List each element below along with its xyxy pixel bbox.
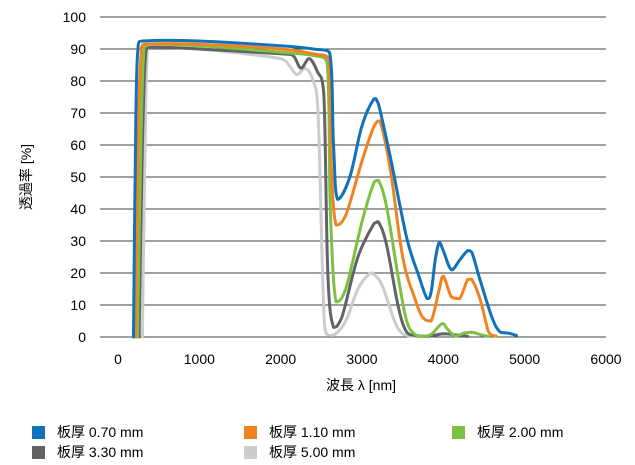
x-tick-label: 2000 [265,351,296,367]
y-tick-label: 40 [70,201,86,217]
y-tick-label: 10 [70,297,86,313]
y-axis-ticks: 0 10 20 30 40 50 60 70 80 90 100 [63,9,87,345]
legend-item: 板厚 5.00 mm [244,443,355,461]
legend-swatch [452,425,465,439]
x-tick-label: 3000 [346,351,377,367]
x-axis-ticks: 0 1000 2000 3000 4000 5000 6000 [114,351,622,367]
legend-swatch [32,445,45,459]
legend-label: 板厚 2.00 mm [477,424,564,440]
legend-item: 板厚 2.00 mm [452,423,563,441]
x-tick-label: 6000 [590,351,621,367]
y-tick-label: 30 [70,233,86,249]
y-tick-label: 60 [70,137,86,153]
x-tick-label: 0 [114,351,122,367]
series-line-4 [137,45,470,339]
legend-item: 板厚 1.10 mm [244,423,355,441]
legend-label: 板厚 5.00 mm [269,444,356,460]
x-tick-label: 1000 [184,351,215,367]
series-line-3 [136,42,490,339]
transmittance-chart: 0 10 20 30 40 50 60 70 80 90 100 0 1000 2000 3000 4000… [18,9,622,393]
legend: 板厚 0.70 mm 板厚 1.10 mm 板厚 2.00 mm 板厚 3.30 mm… [32,423,632,463]
x-tick-label: 5000 [509,351,540,367]
y-tick-label: 70 [70,105,86,121]
y-tick-label: 50 [70,169,86,185]
legend-label: 板厚 0.70 mm [57,424,144,440]
y-tick-label: 90 [70,41,86,57]
y-tick-label: 80 [70,73,86,89]
legend-swatch [32,425,45,439]
series-line-2 [134,42,498,339]
grid-lines [100,16,606,338]
legend-swatch [244,445,257,459]
legend-label: 板厚 3.30 mm [57,444,144,460]
legend-item: 板厚 3.30 mm [32,443,143,461]
x-tick-label: 4000 [428,351,459,367]
series-line-1 [132,38,518,339]
y-tick-label: 20 [70,265,86,281]
legend-item: 板厚 0.70 mm [32,423,143,441]
y-tick-label: 0 [78,329,86,345]
legend-swatch [244,425,257,439]
series-line-5 [140,45,421,339]
series-lines [132,38,518,339]
y-tick-label: 100 [63,9,87,25]
y-axis-label: 透過率 [%] [18,144,34,210]
x-axis-label: 波長 λ [nm] [326,377,396,393]
legend-label: 板厚 1.10 mm [269,424,356,440]
